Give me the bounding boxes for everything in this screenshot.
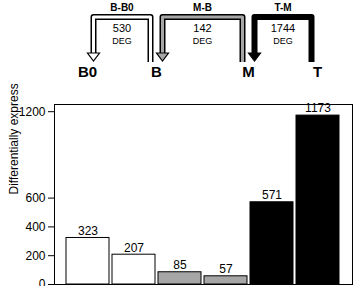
svg-text:85: 85 (173, 258, 187, 272)
svg-text:600: 600 (25, 191, 45, 205)
svg-text:B: B (151, 63, 162, 80)
svg-text:400: 400 (25, 220, 45, 234)
svg-text:200: 200 (25, 249, 45, 263)
svg-text:DEG: DEG (112, 36, 132, 46)
svg-text:207: 207 (124, 241, 144, 255)
svg-text:T-M: T-M (274, 2, 291, 13)
svg-text:DEG: DEG (273, 36, 293, 46)
svg-text:0: 0 (39, 277, 46, 286)
svg-text:1744: 1744 (271, 22, 295, 34)
svg-text:M: M (242, 63, 255, 80)
svg-text:57: 57 (219, 262, 233, 276)
svg-text:323: 323 (78, 224, 98, 238)
svg-text:M-B: M-B (193, 2, 212, 13)
svg-text:DEG: DEG (193, 36, 213, 46)
svg-text:B-B0: B-B0 (110, 2, 134, 13)
svg-text:571: 571 (262, 188, 282, 202)
svg-text:B0: B0 (78, 63, 97, 80)
svg-text:530: 530 (113, 22, 131, 34)
svg-text:142: 142 (193, 22, 211, 34)
svg-text:1200: 1200 (19, 105, 46, 119)
svg-text:1173: 1173 (305, 101, 331, 115)
svg-text:Differentially expressed genes: Differentially expressed genes (7, 84, 21, 195)
svg-text:T: T (313, 63, 322, 80)
